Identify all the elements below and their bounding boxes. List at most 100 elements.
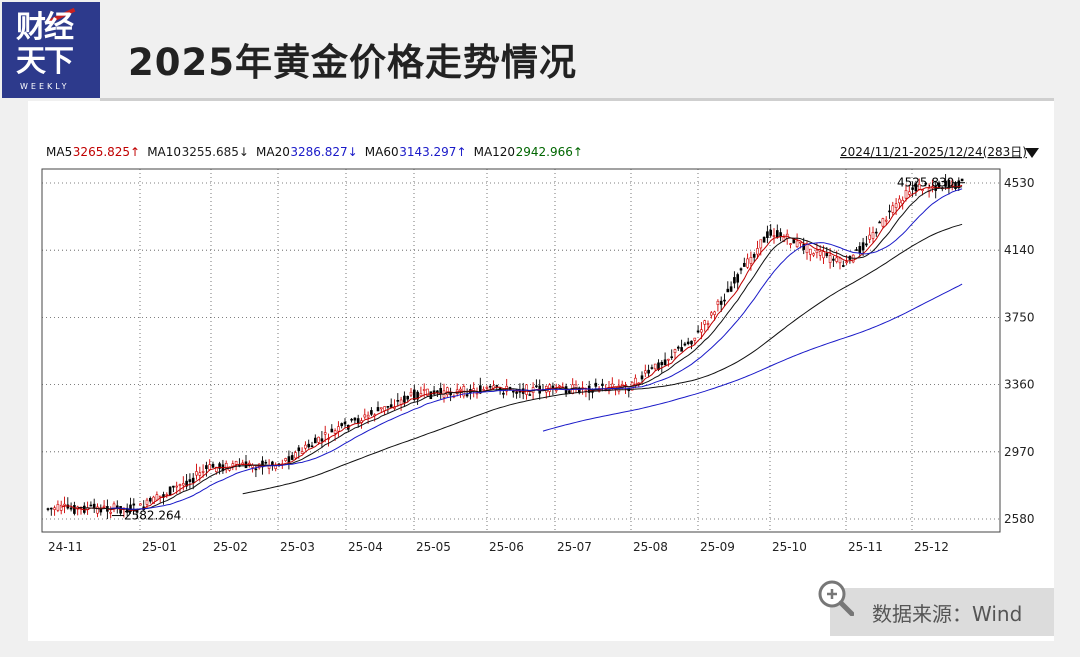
candle-body	[485, 386, 489, 389]
candle-body	[73, 505, 76, 514]
candle-body	[386, 405, 390, 408]
candle-body	[313, 437, 317, 444]
candle-body	[775, 230, 779, 238]
candle-body	[201, 471, 205, 473]
candle-body	[719, 300, 723, 305]
candle-body	[205, 465, 208, 469]
candle-body	[594, 382, 598, 387]
candle-body	[185, 480, 188, 487]
chart-panel	[28, 101, 1054, 641]
logo-line1: 财经	[16, 10, 74, 45]
candle-body	[333, 430, 337, 434]
candle-body	[752, 254, 756, 258]
candle-body	[815, 249, 819, 253]
candle-body	[370, 410, 373, 415]
candle-body	[640, 375, 644, 380]
candle-body	[713, 311, 716, 315]
candle-body	[739, 268, 743, 271]
candle-body	[172, 485, 175, 488]
candle-body	[762, 236, 766, 243]
candle-body	[653, 363, 657, 370]
candle-body	[799, 241, 802, 244]
candle-body	[924, 182, 928, 185]
candle-body	[482, 389, 485, 391]
candle-body	[320, 438, 324, 442]
y-tick-label: 4530	[1004, 176, 1035, 190]
x-tick-label: 25-07	[557, 540, 592, 554]
candle-body	[881, 218, 885, 227]
ma60-line	[242, 223, 963, 495]
candle-body	[511, 390, 515, 393]
candle-body	[158, 495, 162, 498]
candle-body	[835, 257, 839, 262]
candle-body	[825, 253, 829, 257]
candle-body	[254, 468, 258, 471]
candle-body	[465, 394, 469, 397]
x-tick-label: 25-03	[280, 540, 315, 554]
y-tick-label: 4140	[1004, 243, 1035, 257]
candle-body	[416, 391, 419, 400]
candle-body	[403, 395, 406, 403]
legend-label: MA60	[365, 145, 399, 159]
x-tick-label: 25-05	[416, 540, 451, 554]
brand-logo: 财经 天下 WEEKLY	[2, 2, 100, 98]
candle-body	[139, 503, 142, 506]
candle-body	[125, 507, 129, 513]
low-annotation: 2582.264	[124, 509, 181, 523]
candle-body	[683, 343, 687, 346]
plot-frame	[41, 168, 1001, 533]
candle-body	[66, 504, 70, 509]
candle-body	[874, 231, 878, 234]
candle-body	[914, 183, 918, 192]
candle-body	[749, 257, 753, 264]
candle-body	[340, 423, 344, 427]
candle-body	[884, 219, 888, 222]
ma10-line	[77, 186, 963, 511]
candle-body	[191, 477, 195, 483]
candle-body	[422, 389, 426, 391]
candle-body	[693, 337, 697, 341]
candle-body	[742, 262, 746, 267]
candle-body	[911, 187, 914, 190]
candle-body	[515, 391, 518, 394]
candle-body	[703, 320, 707, 325]
legend-value: 3286.827↓	[290, 145, 357, 159]
candle-body	[224, 463, 228, 471]
candle-body	[287, 456, 291, 463]
candle-body	[954, 182, 957, 189]
candle-body	[396, 400, 400, 402]
candle-body	[650, 367, 654, 369]
candle-body	[264, 461, 268, 464]
candle-body	[109, 511, 112, 514]
candle-body	[690, 340, 693, 345]
logo-sub: WEEKLY	[20, 82, 70, 91]
candle-body	[310, 445, 314, 448]
candle-body	[904, 190, 908, 199]
candle-body	[782, 236, 786, 242]
candle-body	[657, 362, 660, 371]
candle-body	[116, 505, 119, 508]
candle-body	[551, 385, 555, 389]
candle-body	[218, 463, 221, 469]
candle-body	[350, 418, 353, 421]
candle-body	[178, 484, 182, 486]
legend-label: MA5	[46, 145, 72, 159]
candle-body	[795, 240, 799, 248]
logo-line2: 天下	[16, 44, 74, 79]
candle-body	[429, 391, 433, 400]
candle-body	[145, 499, 149, 505]
candle-body	[495, 385, 499, 387]
candle-body	[706, 323, 710, 325]
candle-body	[686, 341, 690, 345]
legend-value: 3143.297↑	[399, 145, 466, 159]
candle-body	[155, 494, 159, 501]
candle-body	[389, 404, 393, 408]
candle-body	[92, 503, 96, 509]
candle-body	[379, 407, 383, 410]
candle-body	[858, 246, 862, 254]
candle-body	[733, 277, 736, 284]
y-tick-label: 2970	[1004, 445, 1035, 459]
candle-body	[736, 274, 740, 283]
candle-body	[660, 362, 664, 366]
